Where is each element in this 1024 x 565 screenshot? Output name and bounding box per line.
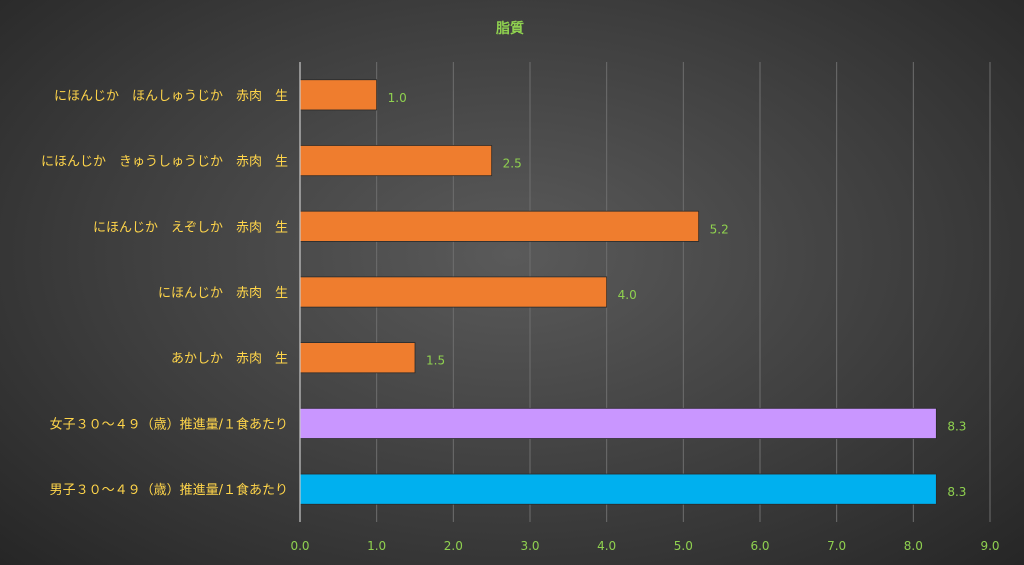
data-label: 5.2 <box>710 222 729 236</box>
category-label: 男子３０～４９（歳）推進量/１食あたり <box>50 482 288 498</box>
bar <box>299 210 700 242</box>
data-label: 8.3 <box>947 419 966 433</box>
chart-title: 脂質 <box>495 20 524 37</box>
bar <box>299 473 937 505</box>
category-label: にほんじか ほんしゅうじか 赤肉 生 <box>54 89 288 104</box>
x-tick-label: 3.0 <box>520 539 539 553</box>
x-tick-label: 7.0 <box>827 539 846 553</box>
gridlines <box>376 62 991 522</box>
x-tick-label: 8.0 <box>904 539 923 553</box>
bars <box>299 79 937 505</box>
data-label: 2.5 <box>503 157 522 171</box>
x-tick-label: 0.0 <box>290 539 309 553</box>
x-tick-label: 2.0 <box>444 539 463 553</box>
x-tick-label: 5.0 <box>674 539 693 553</box>
labels: 0.0 1.0 2.0 3.0 4.0 5.0 6.0 7.0 8.0 9.0 にほんじか ほんしゅ… <box>41 89 1000 553</box>
data-label: 1.5 <box>426 354 445 368</box>
data-label: 4.0 <box>618 288 637 302</box>
bar <box>299 145 493 177</box>
bar <box>299 342 416 374</box>
x-tick-label: 1.0 <box>367 539 386 553</box>
x-tick-label: 9.0 <box>980 539 999 553</box>
bar <box>299 276 608 308</box>
category-label: 女子３０～４９（歳）推進量/１食あたり <box>50 416 288 432</box>
bar <box>299 407 937 439</box>
category-label: あかしか 赤肉 生 <box>171 352 288 367</box>
data-label: 8.3 <box>947 485 966 499</box>
x-tick-label: 4.0 <box>597 539 616 553</box>
bar <box>299 79 378 111</box>
data-label: 1.0 <box>388 91 407 105</box>
category-label: にほんじか えぞしか 赤肉 生 <box>93 220 288 235</box>
category-label: にほんじか きゅうしゅうじか 赤肉 生 <box>41 155 288 170</box>
category-label: にほんじか 赤肉 生 <box>158 286 288 301</box>
x-tick-label: 6.0 <box>750 539 769 553</box>
